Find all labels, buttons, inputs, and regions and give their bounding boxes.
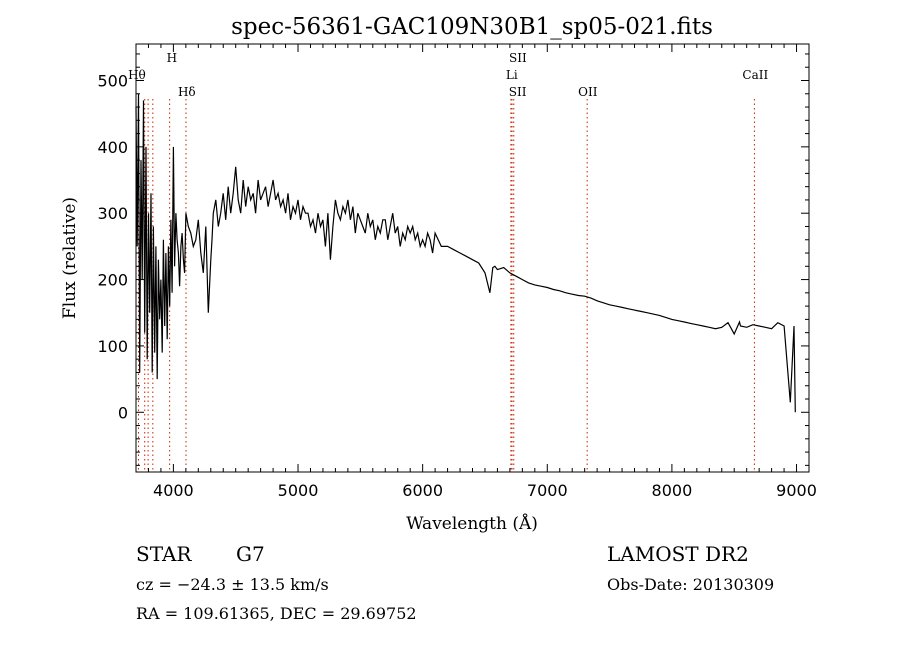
line-label-h: H <box>167 51 177 65</box>
info-panel: STAR G7 LAMOST DR2 cz = −24.3 ± 13.5 km/… <box>136 542 774 623</box>
spectrum-line <box>135 93 796 413</box>
x-tick-label-7000: 7000 <box>527 481 568 500</box>
x-tick-label-6000: 6000 <box>402 481 443 500</box>
survey-name: LAMOST DR2 <box>607 542 749 566</box>
line-label-li: Li <box>506 68 518 82</box>
line-markers <box>137 99 755 472</box>
object-subclass: G7 <box>236 542 265 566</box>
x-tick-label-8000: 8000 <box>652 481 693 500</box>
y-tick-label-100: 100 <box>97 337 128 356</box>
redshift-text: cz = −24.3 ± 13.5 km/s <box>136 575 329 594</box>
x-tick-label-5000: 5000 <box>278 481 319 500</box>
line-label-htheta: Hθ <box>128 68 146 82</box>
plot-frame <box>135 43 810 473</box>
coordinates: RA = 109.61365, DEC = 29.69752 <box>136 604 417 623</box>
y-axis-ticks: 0 100 200 300 400 500 <box>97 53 809 466</box>
y-axis-label: Flux (relative) <box>60 197 80 319</box>
y-tick-label-300: 300 <box>97 204 128 223</box>
obs-date: Obs-Date: 20130309 <box>607 575 774 594</box>
line-label-caii: CaII <box>742 68 768 82</box>
y-tick-label-500: 500 <box>97 71 128 90</box>
line-label-sii-a: SII <box>509 51 527 65</box>
object-type: STAR <box>136 542 192 566</box>
y-tick-label-200: 200 <box>97 271 128 290</box>
plot-area: H Hδ SII Li SII OII CaII Hθ 4000 5000 6000… <box>97 43 817 500</box>
x-tick-label-9000: 9000 <box>776 481 817 500</box>
x-axis-label: Wavelength (Å) <box>406 513 538 534</box>
line-marker-labels: H Hδ SII Li SII OII CaII Hθ <box>128 51 768 99</box>
line-label-hdelta: Hδ <box>178 85 196 99</box>
y-tick-label-400: 400 <box>97 138 128 157</box>
line-label-oii: OII <box>578 85 598 99</box>
x-axis-ticks: 4000 5000 6000 7000 8000 9000 <box>135 44 817 500</box>
x-tick-label-4000: 4000 <box>153 481 194 500</box>
y-tick-label-0: 0 <box>118 403 128 422</box>
line-label-sii-b: SII <box>509 85 527 99</box>
chart-title: spec-56361-GAC109N30B1_sp05-021.fits <box>231 14 713 40</box>
